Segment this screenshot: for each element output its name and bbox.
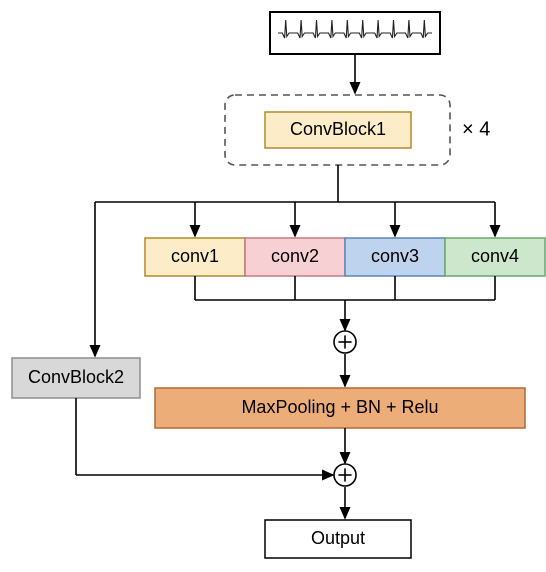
conv1-label: conv1 — [171, 246, 219, 266]
convblock1-repeat-label: × 4 — [462, 118, 490, 140]
maxpool-bn-relu-label: MaxPooling + BN + Relu — [241, 397, 438, 417]
convblock1-label: ConvBlock1 — [290, 119, 386, 139]
conv4-label: conv4 — [471, 246, 519, 266]
conv2-label: conv2 — [271, 246, 319, 266]
conv3-label: conv3 — [371, 246, 419, 266]
output-label: Output — [311, 528, 365, 548]
convblock2-label: ConvBlock2 — [28, 367, 124, 387]
